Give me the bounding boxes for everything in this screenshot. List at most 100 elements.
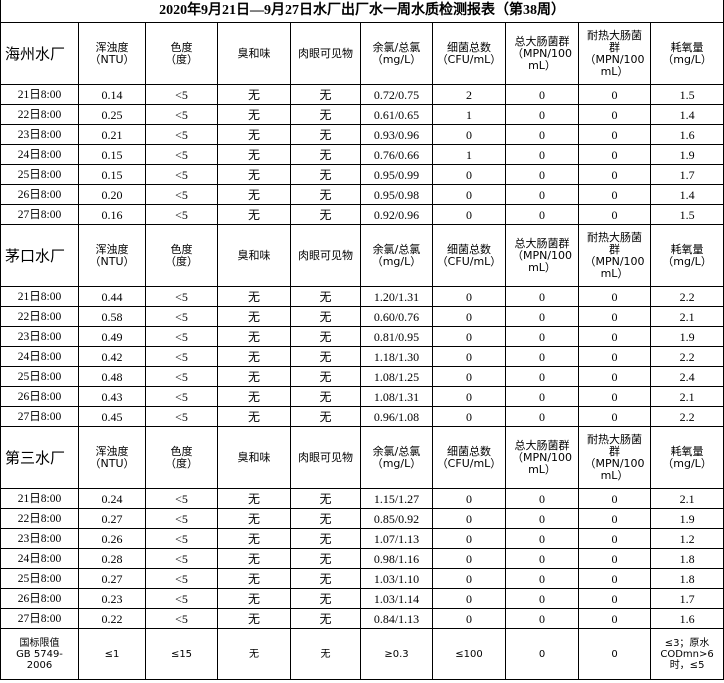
value-cell: 无 — [290, 326, 361, 347]
value-cell: 0 — [432, 326, 506, 347]
value-cell: 0 — [505, 306, 579, 327]
data-row: 26日8:00 0.20 <5 无无 0.95/0.98 0 0 0 1.4 — [0, 184, 724, 205]
column-header: 色度 （度） — [145, 224, 218, 287]
column-header: 耐热大肠菌 群 （MPN/100 mL） — [578, 224, 651, 287]
value-cell: 0.23 — [78, 588, 146, 609]
data-row: 26日8:00 0.23 <5 无无 1.03/1.14 0 0 0 1.7 — [0, 588, 724, 609]
value-cell: 1.8 — [649, 568, 724, 589]
column-header: 总大肠菌群 （MPN/100 mL） — [505, 426, 579, 489]
value-cell: <5 — [145, 568, 218, 589]
value-cell: <5 — [145, 366, 218, 387]
value-cell: 无 — [217, 204, 291, 225]
value-cell: 0 — [505, 386, 579, 407]
value-cell: 0 — [505, 508, 579, 529]
value-cell: <5 — [145, 286, 218, 307]
value-cell: 0.45 — [78, 406, 146, 427]
value-cell: 0.76/0.66 — [360, 144, 433, 165]
value-cell: 无 — [290, 366, 361, 387]
value-cell: 1.4 — [649, 104, 724, 125]
value-cell: 0.14 — [78, 84, 146, 105]
value-cell: 1.08/1.31 — [360, 386, 433, 407]
value-cell: 1.08/1.25 — [360, 366, 433, 387]
value-cell: 1.9 — [649, 508, 724, 529]
value-cell: 无 — [290, 346, 361, 367]
column-header: 耗氧量 （mg/L） — [649, 426, 724, 489]
value-cell: 无 — [217, 588, 291, 609]
value-cell: 2.2 — [649, 286, 724, 307]
column-header: 耐热大肠菌 群 （MPN/100 mL） — [578, 426, 651, 489]
column-header: 臭和味 — [217, 224, 291, 287]
data-row: 25日8:00 0.48 <5 无无 1.08/1.25 0 0 0 2.4 — [0, 366, 724, 387]
value-cell: 无 — [290, 508, 361, 529]
value-cell: <5 — [145, 386, 218, 407]
value-cell: 0 — [432, 588, 506, 609]
value-cell: <5 — [145, 104, 218, 125]
value-cell: 0.95/0.99 — [360, 164, 433, 185]
column-header: 肉眼可见物 — [290, 224, 361, 287]
value-cell: <5 — [145, 588, 218, 609]
value-cell: 2.2 — [649, 406, 724, 427]
value-cell: 0 — [505, 488, 579, 509]
value-cell: 0 — [432, 508, 506, 529]
time-cell: 22日8:00 — [0, 306, 79, 327]
value-cell: 0 — [578, 124, 651, 145]
data-row: 24日8:00 0.42 <5 无无 1.18/1.30 0 0 0 2.2 — [0, 346, 724, 367]
value-cell: 无 — [217, 104, 291, 125]
value-cell: 0 — [505, 548, 579, 569]
value-cell: 0 — [578, 488, 651, 509]
value-cell: 1 — [432, 144, 506, 165]
value-cell: 无 — [217, 608, 291, 629]
value-cell: 0 — [578, 568, 651, 589]
standard-cell: 国标限值 GB 5749- 2006 — [0, 628, 79, 680]
value-cell: 无 — [217, 326, 291, 347]
value-cell: 无 — [290, 204, 361, 225]
value-cell: 0.61/0.65 — [360, 104, 433, 125]
value-cell: 0 — [505, 144, 579, 165]
value-cell: 0 — [432, 406, 506, 427]
column-header: 余氯/总氯 （mg/L） — [360, 426, 433, 489]
value-cell: 0.58 — [78, 306, 146, 327]
value-cell: 2.1 — [649, 488, 724, 509]
value-cell: 0 — [505, 326, 579, 347]
data-row: 24日8:00 0.28 <5 无无 0.98/1.16 0 0 0 1.8 — [0, 548, 724, 569]
value-cell: 0 — [578, 508, 651, 529]
value-cell: 无 — [290, 144, 361, 165]
value-cell: 无 — [217, 164, 291, 185]
value-cell: <5 — [145, 144, 218, 165]
value-cell: 0 — [578, 588, 651, 609]
value-cell: 0.95/0.98 — [360, 184, 433, 205]
value-cell: 0 — [505, 286, 579, 307]
value-cell: 0 — [505, 406, 579, 427]
value-cell: 0.60/0.76 — [360, 306, 433, 327]
value-cell: 无 — [217, 144, 291, 165]
value-cell: 0.44 — [78, 286, 146, 307]
value-cell: 1.2 — [649, 528, 724, 549]
time-cell: 23日8:00 — [0, 326, 79, 347]
value-cell: 无 — [290, 406, 361, 427]
time-cell: 24日8:00 — [0, 346, 79, 367]
value-cell: <5 — [145, 204, 218, 225]
column-header: 色度 （度） — [145, 426, 218, 489]
value-cell: 0.25 — [78, 104, 146, 125]
value-cell: 0 — [432, 204, 506, 225]
value-cell: 无 — [290, 306, 361, 327]
value-cell: 0.21 — [78, 124, 146, 145]
value-cell: 0 — [578, 204, 651, 225]
value-cell: 1.7 — [649, 164, 724, 185]
value-cell: 1.18/1.30 — [360, 346, 433, 367]
title-row: 2020年9月21日—9月27日水厂出厂水一周水质检测报表（第38周） — [0, 0, 724, 23]
value-cell: 0 — [578, 84, 651, 105]
value-cell: 1.03/1.14 — [360, 588, 433, 609]
value-cell: 1.20/1.31 — [360, 286, 433, 307]
data-row: 24日8:00 0.15 <5 无无 0.76/0.66 1 0 0 1.9 — [0, 144, 724, 165]
time-cell: 22日8:00 — [0, 508, 79, 529]
value-cell: 1.7 — [649, 588, 724, 609]
value-cell: 0 — [505, 204, 579, 225]
value-cell: <5 — [145, 488, 218, 509]
value-cell: 0 — [432, 184, 506, 205]
value-cell: 0 — [432, 488, 506, 509]
data-row: 22日8:00 0.58 <5 无无 0.60/0.76 0 0 0 2.1 — [0, 306, 724, 327]
value-cell: 1 — [432, 104, 506, 125]
